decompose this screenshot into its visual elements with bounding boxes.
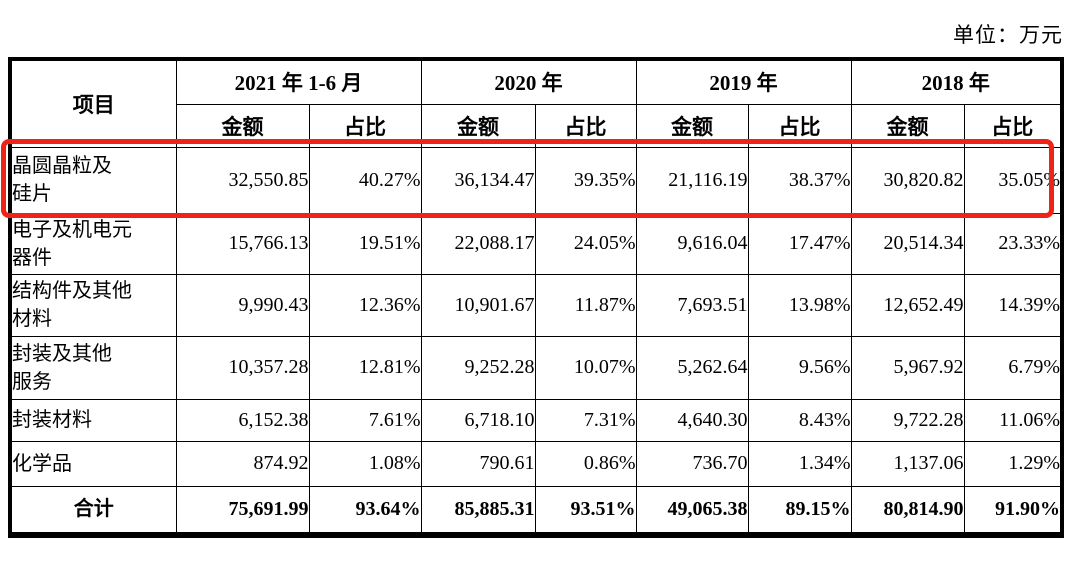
unit-label: 单位：万元: [953, 23, 1063, 47]
header-ratio: 占比: [534, 103, 637, 148]
ratio-cell: 0.86%: [534, 440, 637, 487]
amount-cell: 7,693.51: [635, 273, 749, 337]
header-row-periods: 项目 2021 年 1-6 月 2020 年 2019 年 2018 年: [9, 58, 1063, 148]
ratio-cell: 13.98%: [747, 273, 852, 337]
ratio-cell: 89.15%: [747, 485, 852, 536]
table-row-chemicals: 化学品 874.92 1.08% 790.61 0.86% 736.70 1.3…: [9, 440, 1063, 487]
amount-cell: 36,134.47: [420, 146, 536, 214]
amount-cell: 1,137.06: [850, 440, 965, 487]
ratio-cell: 91.90%: [963, 485, 1063, 536]
header-amount: 金额: [420, 103, 536, 148]
header-period-2019: 2019 年: [635, 58, 852, 105]
ratio-cell: 7.61%: [308, 398, 422, 442]
amount-cell: 21,116.19: [635, 146, 749, 214]
header-period-2021: 2021 年 1-6 月: [175, 58, 422, 105]
amount-cell: 85,885.31: [420, 485, 536, 536]
ratio-cell: 24.05%: [534, 212, 637, 275]
header-ratio: 占比: [308, 103, 422, 148]
row-label: 电子及机电元 器件: [9, 212, 177, 275]
table-header: 项目 2021 年 1-6 月 2020 年 2019 年 2018 年 金额 …: [9, 58, 1063, 148]
ratio-cell: 38.37%: [747, 146, 852, 214]
ratio-cell: 1.29%: [963, 440, 1063, 487]
header-ratio: 占比: [747, 103, 852, 148]
ratio-cell: 19.51%: [308, 212, 422, 275]
ratio-cell: 12.81%: [308, 335, 422, 400]
ratio-cell: 9.56%: [747, 335, 852, 400]
ratio-cell: 8.43%: [747, 398, 852, 442]
ratio-cell: 7.31%: [534, 398, 637, 442]
ratio-cell: 12.36%: [308, 273, 422, 337]
amount-cell: 4,640.30: [635, 398, 749, 442]
amount-cell: 15,766.13: [175, 212, 310, 275]
ratio-cell: 10.07%: [534, 335, 637, 400]
ratio-cell: 93.51%: [534, 485, 637, 536]
ratio-cell: 11.06%: [963, 398, 1063, 442]
amount-cell: 80,814.90: [850, 485, 965, 536]
amount-cell: 20,514.34: [850, 212, 965, 275]
ratio-cell: 6.79%: [963, 335, 1063, 400]
row-label: 封装及其他 服务: [9, 335, 177, 400]
amount-cell: 6,152.38: [175, 398, 310, 442]
ratio-cell: 93.64%: [308, 485, 422, 536]
row-label: 化学品: [9, 440, 177, 487]
amount-cell: 9,616.04: [635, 212, 749, 275]
row-label: 封装材料: [9, 398, 177, 442]
ratio-cell: 35.05%: [963, 146, 1063, 214]
amount-cell: 32,550.85: [175, 146, 310, 214]
amount-cell: 9,722.28: [850, 398, 965, 442]
amount-cell: 9,990.43: [175, 273, 310, 337]
ratio-cell: 40.27%: [308, 146, 422, 214]
header-amount: 金额: [635, 103, 749, 148]
amount-cell: 49,065.38: [635, 485, 749, 536]
table-row-total: 合计 75,691.99 93.64% 85,885.31 93.51% 49,…: [9, 485, 1063, 536]
total-label: 合计: [9, 485, 177, 536]
ratio-cell: 1.34%: [747, 440, 852, 487]
ratio-cell: 39.35%: [534, 146, 637, 214]
amount-cell: 5,262.64: [635, 335, 749, 400]
table-row-packaging-services: 封装及其他 服务 10,357.28 12.81% 9,252.28 10.07…: [9, 335, 1063, 400]
cost-composition-table: 项目 2021 年 1-6 月 2020 年 2019 年 2018 年 金额 …: [8, 57, 1064, 538]
header-period-2018: 2018 年: [850, 58, 1063, 105]
amount-cell: 10,357.28: [175, 335, 310, 400]
table-row-electronics: 电子及机电元 器件 15,766.13 19.51% 22,088.17 24.…: [9, 212, 1063, 275]
amount-cell: 12,652.49: [850, 273, 965, 337]
ratio-cell: 17.47%: [747, 212, 852, 275]
header-period-2020: 2020 年: [420, 58, 637, 105]
amount-cell: 10,901.67: [420, 273, 536, 337]
amount-cell: 874.92: [175, 440, 310, 487]
table-row-wafer: 晶圆晶粒及 硅片 32,550.85 40.27% 36,134.47 39.3…: [9, 146, 1063, 214]
table-row-packaging-materials: 封装材料 6,152.38 7.61% 6,718.10 7.31% 4,640…: [9, 398, 1063, 442]
amount-cell: 22,088.17: [420, 212, 536, 275]
ratio-cell: 14.39%: [963, 273, 1063, 337]
header-amount: 金额: [175, 103, 310, 148]
header-ratio: 占比: [963, 103, 1063, 148]
row-label: 晶圆晶粒及 硅片: [9, 146, 177, 214]
amount-cell: 75,691.99: [175, 485, 310, 536]
header-amount: 金额: [850, 103, 965, 148]
amount-cell: 5,967.92: [850, 335, 965, 400]
table-row-structural: 结构件及其他 材料 9,990.43 12.36% 10,901.67 11.8…: [9, 273, 1063, 337]
amount-cell: 790.61: [420, 440, 536, 487]
ratio-cell: 11.87%: [534, 273, 637, 337]
header-item: 项目: [9, 58, 177, 148]
ratio-cell: 23.33%: [963, 212, 1063, 275]
amount-cell: 6,718.10: [420, 398, 536, 442]
row-label: 结构件及其他 材料: [9, 273, 177, 337]
ratio-cell: 1.08%: [308, 440, 422, 487]
amount-cell: 9,252.28: [420, 335, 536, 400]
amount-cell: 736.70: [635, 440, 749, 487]
amount-cell: 30,820.82: [850, 146, 965, 214]
